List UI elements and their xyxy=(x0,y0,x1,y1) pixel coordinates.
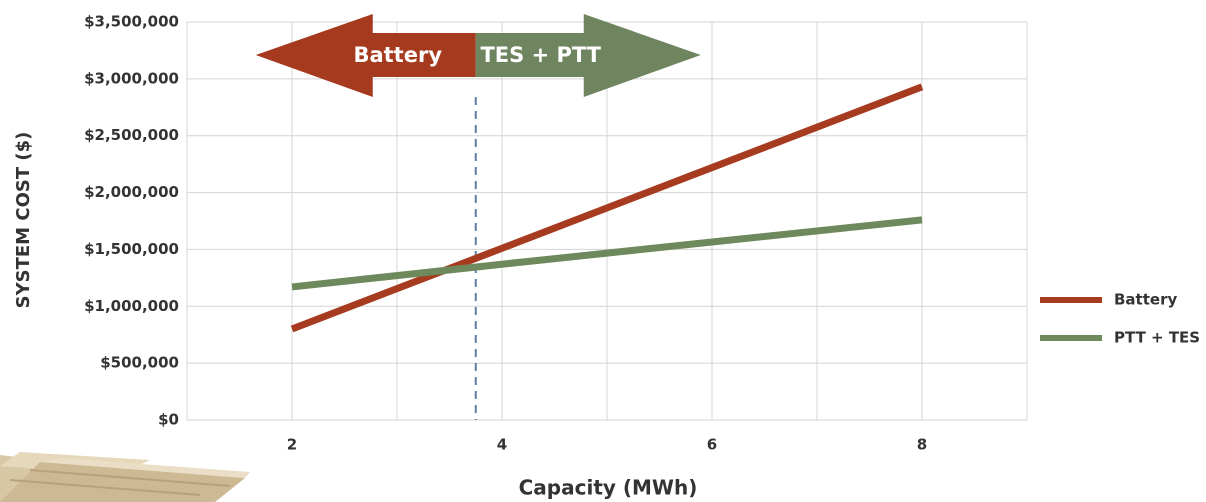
legend-label: Battery xyxy=(1114,291,1177,309)
y-tick-label: $2,500,000 xyxy=(84,126,179,144)
page: {"chart_data": { "type": "line", "x_labe… xyxy=(0,0,1206,502)
y-tick-label: $3,500,000 xyxy=(84,13,179,31)
x-tick-label: 2 xyxy=(287,436,297,454)
y-tick-label: $3,000,000 xyxy=(84,69,179,87)
right-arrow-label: TES + PTT xyxy=(480,43,601,67)
y-tick-label: $1,500,000 xyxy=(84,240,179,258)
y-tick-label: $500,000 xyxy=(100,354,179,372)
x-tick-label: 4 xyxy=(497,436,507,454)
container-image xyxy=(0,452,250,502)
y-tick-label: $0 xyxy=(158,411,179,429)
y-tick-label: $1,000,000 xyxy=(84,297,179,315)
legend-label: PTT + TES xyxy=(1114,329,1200,347)
left-arrow-label: Battery xyxy=(353,43,442,67)
x-axis-title: Capacity (MWh) xyxy=(519,476,698,500)
x-tick-label: 8 xyxy=(917,436,927,454)
chart: SYSTEM COST ($) Capacity (MWh) $0 $500,00… xyxy=(0,0,1206,502)
x-tick-label: 6 xyxy=(707,436,717,454)
y-axis-title: SYSTEM COST ($) xyxy=(13,132,34,309)
y-tick-label: $2,000,000 xyxy=(84,183,179,201)
